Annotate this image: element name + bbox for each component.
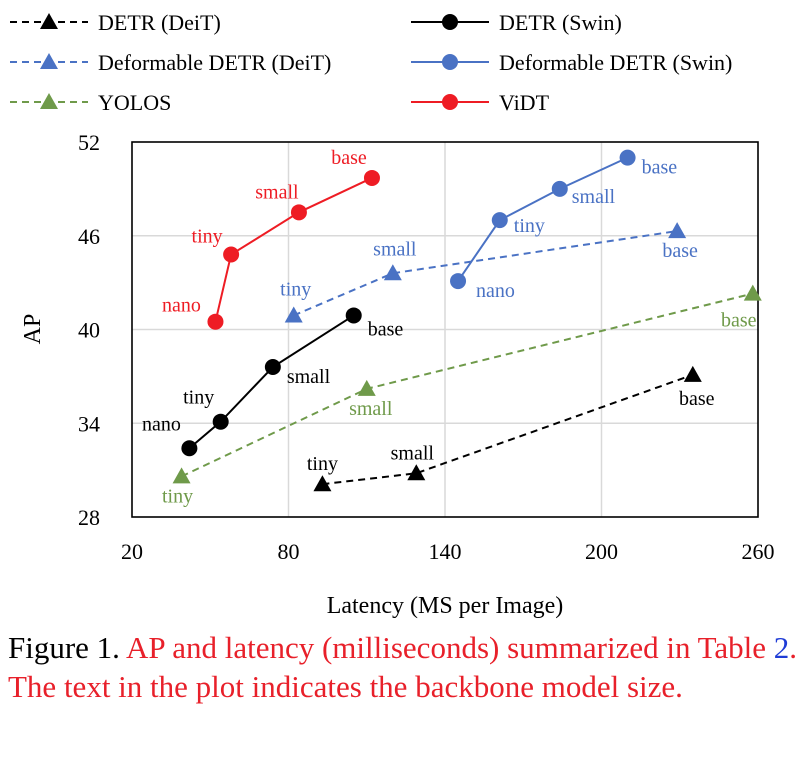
data-point: [383, 264, 402, 281]
data-point: [212, 413, 229, 430]
data-point: [551, 180, 568, 197]
point-label: nano: [476, 280, 515, 302]
data-point: [363, 169, 380, 186]
y-tick-label: 28: [78, 505, 100, 530]
point-label: small: [391, 442, 435, 464]
series-line: [214, 177, 373, 322]
point-label: base: [662, 240, 698, 262]
x-tick-label: 80: [278, 539, 300, 564]
point-label: tiny: [307, 453, 338, 475]
data-point: [313, 475, 332, 492]
caption-text-red-2: . The text in the plot indicates the bac…: [8, 630, 798, 704]
caption-prefix: Figure 1.: [8, 630, 120, 665]
data-point: [181, 440, 198, 457]
data-point: [264, 359, 281, 375]
y-tick-label: 52: [78, 130, 100, 155]
series-line: [322, 373, 694, 486]
x-tick-label: 200: [585, 539, 618, 564]
data-point: [172, 467, 191, 484]
point-label: tiny: [514, 215, 545, 237]
data-point: [290, 204, 307, 221]
point-label: small: [572, 186, 616, 208]
point-label: base: [721, 310, 757, 332]
series-line: [457, 156, 629, 282]
point-label: small: [373, 238, 417, 260]
data-point: [491, 212, 508, 229]
data-point: [357, 379, 376, 396]
point-label: base: [368, 318, 404, 340]
x-tick-label: 20: [121, 539, 143, 564]
point-label: tiny: [162, 485, 193, 507]
series-line: [293, 230, 678, 317]
data-point: [668, 222, 687, 239]
point-label: tiny: [192, 226, 223, 248]
point-label: small: [255, 181, 299, 203]
point-label: tiny: [183, 387, 214, 409]
legend-marker: [442, 14, 458, 30]
legend-marker: [40, 53, 58, 69]
point-label: nano: [162, 295, 201, 317]
legend-label: ViDT: [499, 90, 550, 115]
legend-label: Deformable DETR (Swin): [499, 50, 732, 75]
series-line: [188, 314, 355, 450]
axis-ticks: 20 80 140 200 260 28 34 40 46 52: [78, 130, 775, 564]
y-tick-label: 34: [78, 411, 100, 436]
chart: 20 80 140 200 260 28 34 40 46 52 tiny small base nan…: [10, 10, 775, 619]
legend-marker: [40, 13, 58, 29]
caption-table-ref[interactable]: 2: [773, 630, 790, 665]
y-tick-label: 40: [78, 318, 100, 343]
legend: DETR (DeiT) DETR (Swin) Deformable DETR (D…: [10, 10, 732, 115]
data-point: [284, 306, 303, 323]
grid-lines: [132, 142, 758, 517]
data-point: [683, 365, 702, 382]
legend-marker: [442, 54, 458, 70]
data-point: [619, 149, 636, 166]
legend-label: DETR (DeiT): [98, 10, 221, 35]
x-tick-label: 140: [429, 539, 462, 564]
data-point: [743, 284, 762, 301]
x-tick-label: 260: [742, 539, 775, 564]
point-label: base: [642, 157, 678, 179]
point-label: base: [331, 147, 367, 169]
y-tick-label: 46: [78, 224, 100, 249]
data-point: [345, 307, 362, 324]
data-point: [223, 246, 240, 263]
point-label: nano: [142, 413, 181, 435]
series-markers: [172, 149, 762, 492]
plot-area-frame: [131, 141, 759, 518]
data-point: [207, 313, 224, 330]
legend-label: YOLOS: [98, 90, 171, 115]
point-label: tiny: [280, 278, 311, 300]
data-point: [407, 464, 426, 481]
y-axis-label: AP: [20, 314, 46, 345]
x-axis-label: Latency (MS per Image): [327, 593, 564, 619]
data-point: [450, 273, 467, 290]
point-label: base: [679, 388, 715, 410]
legend-label: DETR (Swin): [499, 10, 622, 35]
point-label: small: [287, 366, 331, 388]
legend-marker: [442, 94, 458, 110]
point-label: small: [349, 398, 393, 420]
caption-text-red-1: AP and latency (milliseconds) summa­rize…: [125, 630, 767, 665]
figure-caption: Figure 1. AP and latency (milliseconds) …: [8, 628, 803, 706]
legend-marker: [40, 93, 58, 109]
series-lines: [181, 156, 754, 486]
legend-label: Deformable DETR (DeiT): [98, 50, 331, 75]
